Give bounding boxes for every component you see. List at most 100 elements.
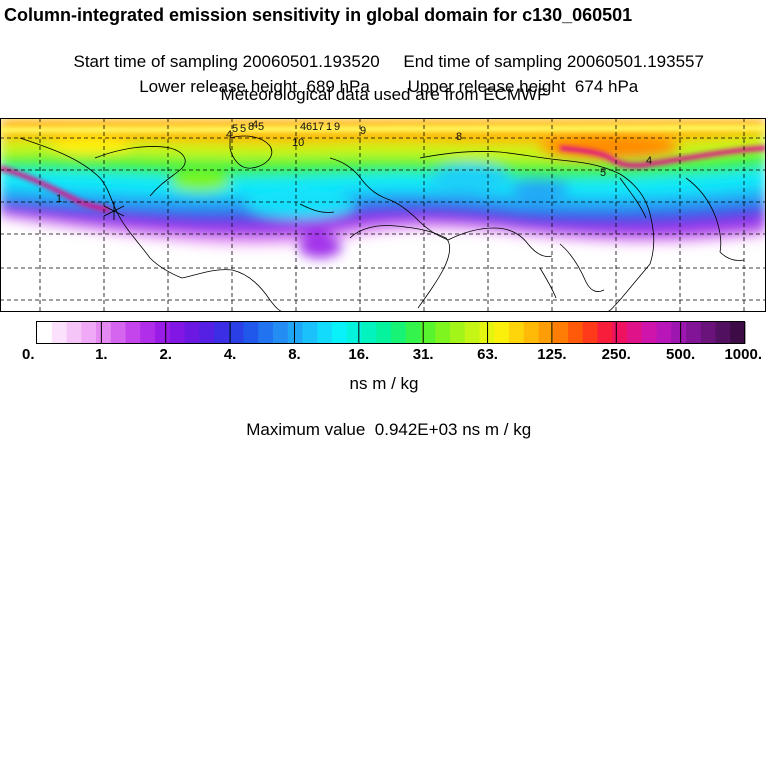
- upper-height-value: 674 hPa: [574, 77, 639, 96]
- colorbar-cell: [523, 322, 539, 344]
- colorbar-tick-label: 1000.: [724, 346, 762, 363]
- colorbar-tick-label: 8.: [288, 346, 301, 363]
- colorbar-cell: [332, 322, 348, 344]
- colorbar-cell: [715, 322, 731, 344]
- colorbar-units: ns m / kg: [349, 374, 419, 393]
- colorbar-cell: [686, 322, 702, 344]
- chart-title: Column-integrated emission sensitivity i…: [4, 5, 633, 25]
- colorbar-cell: [627, 322, 643, 344]
- sensitivity-map: 1 4 5 5 8 10 4 5 4 6 1 7 1 9 9 8 5 4: [0, 118, 766, 312]
- colorbar-tick-label: 4.: [223, 346, 237, 363]
- coastlines: [19, 135, 745, 312]
- colorbar-cell: [287, 322, 303, 344]
- met-data-line: Meteorological data used are from ECMWF: [220, 85, 548, 104]
- colorbar-cell: [494, 322, 510, 344]
- upper-height-label: Upper release height: [407, 77, 566, 96]
- colorbar-cell: [110, 322, 126, 344]
- colorbar-cell: [66, 322, 82, 344]
- colorbar-tick-label: 2.: [159, 346, 172, 363]
- colorbar-cells: [37, 322, 746, 344]
- colorbar-cell: [317, 322, 333, 344]
- colorbar-cell: [568, 322, 584, 344]
- contour-label: 1: [326, 121, 332, 133]
- contour-label: 9: [334, 121, 340, 133]
- lower-height-value: 689 hPa: [306, 77, 370, 96]
- contour-label: 9: [360, 125, 366, 137]
- lat-lon-grid: [0, 118, 766, 312]
- colorbar-cell: [420, 322, 436, 344]
- colorbar-cell: [656, 322, 672, 344]
- end-time-label: End time of sampling: [403, 52, 563, 71]
- colorbar-cell: [96, 322, 112, 344]
- contour-label: 5: [240, 123, 246, 135]
- contour-label: 1: [312, 121, 318, 133]
- colorbar-tick-label: 63.: [477, 346, 498, 363]
- contour-label: 4: [300, 121, 306, 133]
- colorbar-cell: [435, 322, 451, 344]
- colorbar-cell: [169, 322, 185, 344]
- contour-label: 5: [232, 123, 238, 135]
- end-time-value: 20060501.193557: [566, 52, 704, 71]
- colorbar-cell: [464, 322, 480, 344]
- start-time-value: 20060501.193520: [242, 52, 380, 71]
- lower-height-label: Lower release height: [139, 77, 298, 96]
- colorbar-cell: [597, 322, 613, 344]
- start-time-label: Start time of sampling: [73, 52, 238, 71]
- contour-label: 5: [258, 121, 264, 133]
- colorbar-cell: [51, 322, 67, 344]
- colorbar-tick-label: 0.: [22, 346, 35, 363]
- contour-labels: 1 4 5 5 8 10 4 5 4 6 1 7 1 9 9 8 5 4: [56, 119, 652, 205]
- release-height-row: Lower release height 689 hPa Upper relea…: [0, 61, 768, 95]
- colorbar-cell: [391, 322, 407, 344]
- colorbar-cell: [509, 322, 525, 344]
- colorbar-cell: [125, 322, 141, 344]
- colorbar-cell: [214, 322, 230, 344]
- colorbar-tick-label: 1.: [95, 346, 108, 363]
- colorbar: [36, 321, 746, 344]
- colorbar-cell: [140, 322, 156, 344]
- release-marker: [103, 202, 125, 220]
- colorbar-cell: [612, 322, 628, 344]
- colorbar-cell: [730, 322, 746, 344]
- colorbar-cell: [228, 322, 244, 344]
- contour-label: 4: [226, 129, 232, 141]
- colorbar-frame: [36, 321, 745, 344]
- colorbar-cell: [538, 322, 554, 344]
- contour-label: 4: [646, 155, 652, 167]
- colorbar-cell: [700, 322, 716, 344]
- colorbar-cell: [273, 322, 289, 344]
- sampling-times-row: Start time of sampling 20060501.193520 E…: [0, 36, 768, 70]
- contour-label: 10: [292, 137, 304, 149]
- colorbar-cell: [243, 322, 259, 344]
- colorbar-cell: [376, 322, 392, 344]
- contour-label: 8: [456, 131, 462, 143]
- colorbar-cell: [346, 322, 362, 344]
- colorbar-tick-label: 31.: [412, 346, 434, 363]
- colorbar-cell: [553, 322, 569, 344]
- colorbar-cell: [199, 322, 215, 344]
- colorbar-tick-label: 125.: [537, 346, 567, 363]
- contour-label: 5: [600, 167, 606, 179]
- contour-label: 4: [252, 119, 258, 131]
- colorbar-tick-label: 250.: [601, 346, 631, 363]
- max-value: 0.942E+03 ns m / kg: [374, 420, 532, 439]
- max-value-label: Maximum value: [246, 420, 366, 439]
- colorbar-cell: [671, 322, 687, 344]
- colorbar-cell: [258, 322, 274, 344]
- colorbar-cell: [184, 322, 200, 344]
- colorbar-cell: [302, 322, 318, 344]
- colorbar-cell: [450, 322, 466, 344]
- colorbar-cell: [155, 322, 171, 344]
- colorbar-cell: [361, 322, 377, 344]
- colorbar-cell: [582, 322, 598, 344]
- contour-label: 8: [248, 121, 254, 133]
- colorbar-cell: [641, 322, 657, 344]
- sensitivity-field: [0, 118, 766, 258]
- colorbar-cell: [37, 322, 53, 344]
- colorbar-tick-label: 500.: [666, 346, 696, 363]
- map-frame: [0, 118, 766, 312]
- contour-label: 1: [56, 193, 62, 205]
- colorbar-cell: [81, 322, 97, 344]
- contour-label: 6: [306, 121, 312, 133]
- maximum-value-row: Maximum value 0.942E+03 ns m / kg: [0, 404, 768, 438]
